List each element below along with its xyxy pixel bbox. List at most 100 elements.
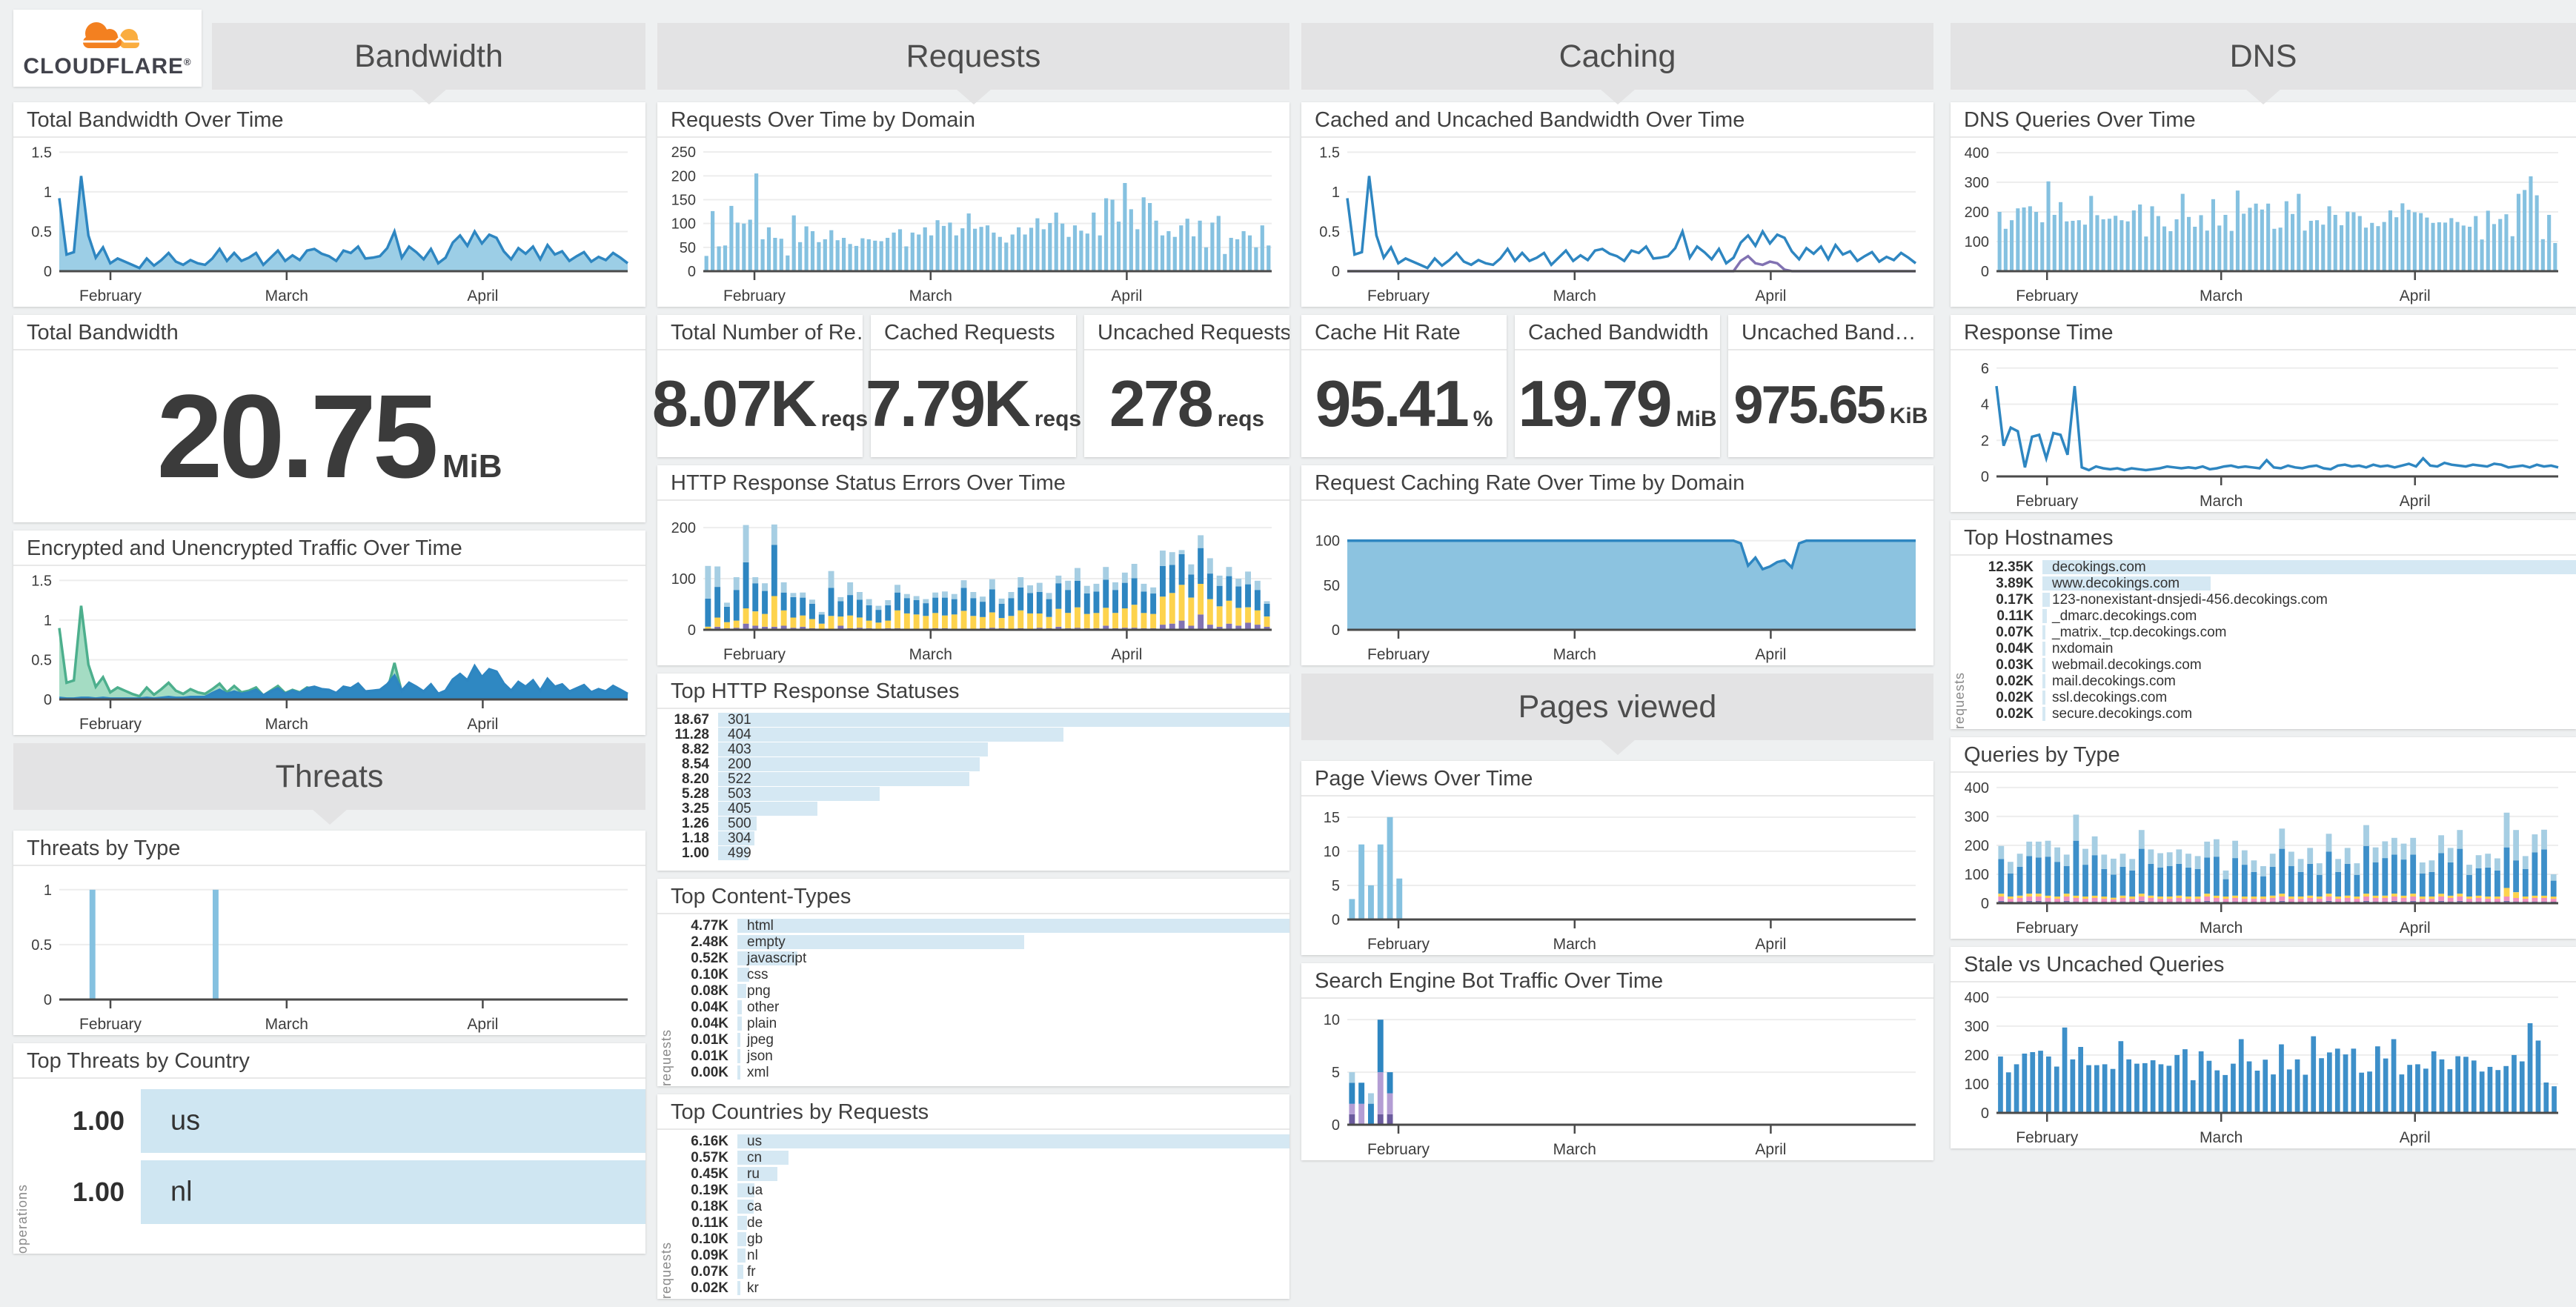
list-value: 0.11K — [1996, 608, 2034, 624]
list-item: 0.04K plain — [657, 1016, 1289, 1031]
list-bar: ssl.decokings.com — [2042, 689, 2576, 705]
list-item: 0.02K kr — [657, 1280, 1289, 1296]
section-header-label: Caching — [1558, 38, 1676, 74]
svg-text:April: April — [1111, 287, 1142, 305]
column-caching: Caching Cached and Uncached Bandwidth Ov… — [1301, 10, 1933, 1168]
list-item: 0.02K secure.decokings.com — [1951, 706, 2576, 722]
list-item: 0.07K _matrix._tcp.decokings.com — [1951, 625, 2576, 640]
list-value: 6.16K — [691, 1133, 728, 1149]
svg-text:1.5: 1.5 — [31, 573, 52, 589]
svg-text:0: 0 — [44, 992, 52, 1008]
stat-unit: reqs — [1217, 407, 1265, 431]
list-item: 0.11K de — [657, 1215, 1289, 1231]
dns-queries-chart[interactable]: 0 100 200 300 400 February March April — [1951, 138, 2576, 307]
list-label: ca — [747, 1198, 763, 1214]
list-label: ssl.decokings.com — [2052, 689, 2168, 705]
panel-queries-by-type: Queries by Type 0 100 200 300 400 February Mar… — [1951, 737, 2576, 939]
list-bar: plain — [737, 1015, 1289, 1031]
list-item: 0.57K cn — [657, 1150, 1289, 1165]
list-value: 11.28 — [674, 726, 710, 742]
list-bar: png — [737, 983, 1289, 999]
svg-text:March: March — [2200, 1129, 2243, 1146]
svg-text:April: April — [467, 716, 498, 733]
stat-card-uncached-requests: Uncached Requests 278 reqs — [1084, 315, 1289, 457]
list-value: 0.07K — [1996, 624, 2034, 640]
section-header-pages-viewed: Pages viewed — [1301, 674, 1933, 755]
svg-text:February: February — [1367, 1141, 1430, 1158]
panel-title: Top HTTP Response Statuses — [657, 674, 1289, 709]
panel-title: Threats by Type — [13, 831, 645, 866]
response-time-chart[interactable]: 0 2 4 6 February March April — [1951, 350, 2576, 512]
list-item: 1.26 500 — [657, 816, 1289, 831]
list-bar: decokings.com — [2042, 559, 2576, 575]
cached-uncached-bandwidth-chart[interactable]: 0 0.5 1 1.5 February March April — [1301, 138, 1933, 307]
panel-response-time: Response Time 0 2 4 6 February March April — [1951, 315, 2576, 512]
list-bar: css — [737, 967, 1289, 982]
list-bar: javascript — [737, 951, 1289, 966]
list-item: 1.00 499 — [657, 845, 1289, 861]
page-views-chart[interactable]: 0 5 10 15 February March April — [1301, 796, 1933, 955]
list-label: plain — [747, 1015, 777, 1031]
panel-title: Stale vs Uncached Queries — [1951, 947, 2576, 982]
stale-uncached-chart[interactable]: 0 100 200 300 400 February March April — [1951, 982, 2576, 1148]
svg-text:April: April — [1755, 287, 1786, 305]
panel-cached-uncached-bandwidth: Cached and Uncached Bandwidth Over Time … — [1301, 102, 1933, 307]
section-header-bandwidth: Bandwidth — [212, 23, 645, 104]
list-value: 2.48K — [691, 934, 728, 950]
svg-text:March: March — [1553, 287, 1596, 305]
list-item: 0.18K ca — [657, 1199, 1289, 1214]
brand-text: CLOUDFLARE® — [23, 54, 192, 79]
list-bar: us — [141, 1089, 645, 1153]
requests-over-time-chart[interactable]: 0 50 100 150 200 250 February March April — [657, 138, 1289, 307]
list-bar: other — [737, 999, 1289, 1015]
svg-text:1: 1 — [1332, 184, 1340, 201]
queries-by-type-chart[interactable]: 0 100 200 300 400 February March April — [1951, 773, 2576, 939]
panel-title: Total Number of Re… — [657, 315, 863, 350]
list-value: 0.02K — [1996, 705, 2034, 722]
http-errors-chart[interactable]: 0 100 200 February March April — [657, 501, 1289, 665]
panel-encrypted-traffic: Encrypted and Unencrypted Traffic Over T… — [13, 531, 645, 735]
list-item: 4.77K html — [657, 918, 1289, 934]
svg-text:0: 0 — [1332, 1117, 1340, 1134]
list-label: _matrix._tcp.decokings.com — [2052, 624, 2227, 640]
threats-by-type-chart[interactable]: 0 0.5 1 February March April — [13, 866, 645, 1035]
list-value: 4.77K — [691, 917, 728, 934]
panel-top-threats-by-country: Top Threats by Country 1.00 us 1.00 nl opera… — [13, 1043, 645, 1254]
header-tab-notch — [311, 809, 348, 825]
panel-title: Queries by Type — [1951, 737, 2576, 773]
list-item: 0.08K png — [657, 983, 1289, 999]
encrypted-traffic-chart[interactable]: 0 0.5 1 1.5 February March April — [13, 566, 645, 735]
list-label: cn — [747, 1149, 763, 1165]
list-item: 0.02K ssl.decokings.com — [1951, 690, 2576, 705]
list-value: 0.03K — [1996, 656, 2034, 673]
list-item: 0.19K ua — [657, 1183, 1289, 1198]
list-item: 3.89K www.decokings.com — [1951, 576, 2576, 591]
panel-title: Total Bandwidth Over Time — [13, 102, 645, 138]
stat-card-cached-requests: Cached Requests 7.79K reqs — [866, 315, 1081, 457]
svg-text:February: February — [2016, 1129, 2079, 1146]
bot-traffic-chart[interactable]: 0 5 10 February March April — [1301, 999, 1933, 1160]
panel-title: Page Views Over Time — [1301, 761, 1933, 796]
list-bar: ca — [737, 1198, 1289, 1214]
svg-text:200: 200 — [1965, 838, 1989, 854]
svg-text:March: March — [265, 287, 308, 305]
list-label: html — [747, 917, 774, 934]
list-label: other — [747, 999, 780, 1015]
list-bar: 123-nonexistant-dnsjedi-456.decokings.co… — [2042, 592, 2576, 608]
list-label: gb — [747, 1231, 763, 1247]
total-bandwidth-chart[interactable]: 0 0.5 1 1.5 February March April — [13, 138, 645, 307]
list-value: 0.07K — [691, 1263, 728, 1280]
list-item: 0.01K json — [657, 1048, 1289, 1064]
list-item: 0.17K 123-nonexistant-dnsjedi-456.decokin… — [1951, 592, 2576, 608]
list-bar: secure.decokings.com — [2042, 706, 2576, 722]
request-caching-rate-chart[interactable]: 0 50 100 February March April — [1301, 501, 1933, 665]
svg-text:April: April — [1755, 936, 1786, 953]
list-item: 2.48K empty — [657, 934, 1289, 950]
list-value: 8.20 — [682, 771, 709, 787]
list-item: 0.04K nxdomain — [1951, 641, 2576, 656]
list-bar: 304 — [718, 831, 1289, 846]
svg-text:300: 300 — [1965, 1019, 1989, 1035]
panel-page-views: Page Views Over Time 0 5 10 15 February March… — [1301, 761, 1933, 955]
cloudflare-logo: CLOUDFLARE® — [13, 10, 202, 87]
svg-text:1: 1 — [44, 882, 52, 899]
